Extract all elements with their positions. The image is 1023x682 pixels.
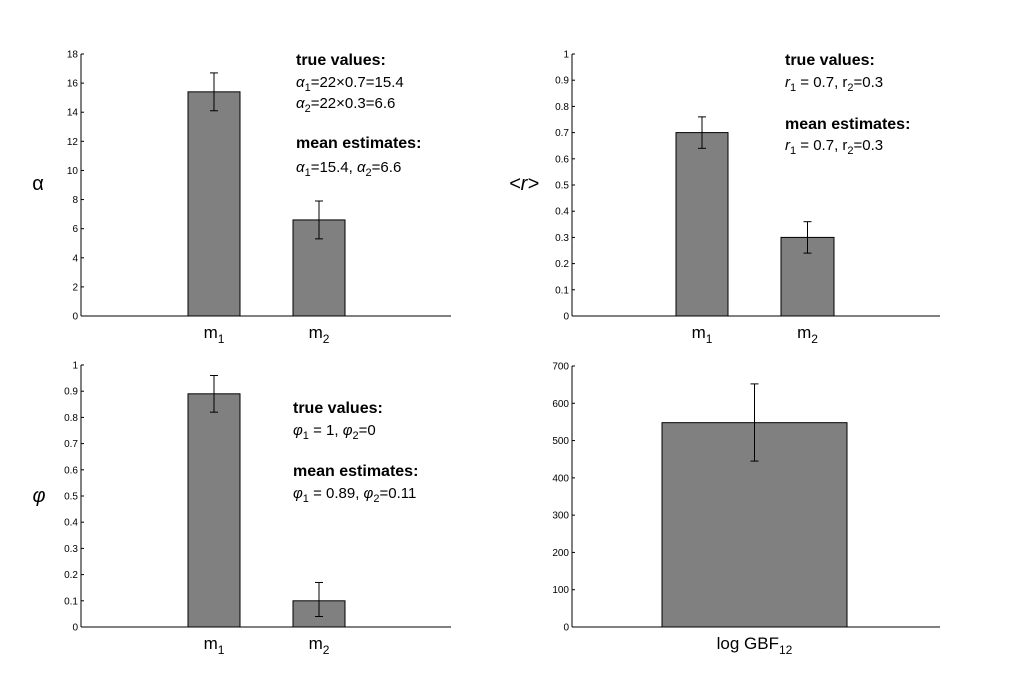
y-tick-label: 400 xyxy=(552,473,569,484)
y-tick-label: 200 xyxy=(552,548,569,559)
y-tick-label: 14 xyxy=(67,108,79,119)
y-tick-label: 300 xyxy=(552,511,569,522)
y-tick-label: 700 xyxy=(552,362,569,373)
y-tick-label: 2 xyxy=(72,282,78,293)
bar xyxy=(675,132,729,317)
annotation-line: true values: xyxy=(785,52,875,69)
y-tick-label: 4 xyxy=(72,253,78,264)
y-tick-label: 0.1 xyxy=(64,596,78,607)
y-tick-label: 0.9 xyxy=(555,76,569,87)
annotation-line: φ1 = 0.89, φ2=0.11 xyxy=(293,485,416,505)
y-tick-label: 0.8 xyxy=(555,102,569,113)
annotation-line: α1=22×0.7=15.4 xyxy=(296,74,404,94)
y-tick-label: 0.5 xyxy=(555,181,569,192)
y-tick-label: 0.7 xyxy=(64,439,78,450)
y-tick-label: 0 xyxy=(563,312,569,323)
category-label: log GBF12 xyxy=(717,634,793,657)
annotation-line: r1 = 0.7, r2=0.3 xyxy=(785,137,883,157)
y-tick-label: 0.6 xyxy=(555,154,569,165)
y-tick-label: 0 xyxy=(72,623,78,634)
y-tick-label: 8 xyxy=(72,195,78,206)
category-label: m1 xyxy=(692,323,713,346)
y-tick-label: 0.6 xyxy=(64,465,78,476)
y-tick-label: 0.3 xyxy=(64,544,78,555)
y-tick-label: 18 xyxy=(67,50,79,61)
category-label: m2 xyxy=(797,323,818,346)
y-tick-label: 0.4 xyxy=(555,207,569,218)
category-label: m1 xyxy=(204,323,225,346)
y-tick-label: 0.3 xyxy=(555,233,569,244)
annotation-line: φ1 = 1, φ2=0 xyxy=(293,422,376,442)
y-tick-label: 500 xyxy=(552,436,569,447)
annotation-line: α2=22×0.3=6.6 xyxy=(296,95,395,115)
annotation-line: mean estimates: xyxy=(296,135,421,152)
y-tick-label: 0.8 xyxy=(64,413,78,424)
category-label: m2 xyxy=(309,634,330,657)
y-tick-label: 100 xyxy=(552,585,569,596)
y-tick-label: 1 xyxy=(72,361,78,372)
y-tick-label: 0.1 xyxy=(555,285,569,296)
y-tick-label: 12 xyxy=(67,137,79,148)
y-tick-label: 0.7 xyxy=(555,128,569,139)
y-tick-label: 16 xyxy=(67,79,79,90)
category-label: m2 xyxy=(309,323,330,346)
y-tick-label: 6 xyxy=(72,224,78,235)
y-tick-label: 1 xyxy=(563,50,569,61)
y-axis-label: φ xyxy=(32,485,45,507)
y-tick-label: 0.9 xyxy=(64,387,78,398)
annotation-line: mean estimates: xyxy=(293,463,418,480)
y-tick-label: 10 xyxy=(67,166,79,177)
category-label: m1 xyxy=(204,634,225,657)
y-axis-label: <r> xyxy=(509,173,539,195)
annotation-line: α1=15.4, α2=6.6 xyxy=(296,159,401,179)
bar xyxy=(187,393,241,628)
y-axis-label: α xyxy=(32,173,44,195)
y-tick-label: 0 xyxy=(72,312,78,323)
bar xyxy=(187,91,241,317)
annotation-line: true values: xyxy=(296,52,386,69)
y-tick-label: 0.5 xyxy=(64,492,78,503)
annotation-line: mean estimates: xyxy=(785,116,910,133)
y-tick-label: 0 xyxy=(563,623,569,634)
annotation-line: r1 = 0.7, r2=0.3 xyxy=(785,74,883,94)
annotation-line: true values: xyxy=(293,400,383,417)
y-tick-label: 0.4 xyxy=(64,518,78,529)
y-tick-label: 600 xyxy=(552,399,569,410)
y-tick-label: 0.2 xyxy=(555,259,569,270)
y-tick-label: 0.2 xyxy=(64,570,78,581)
